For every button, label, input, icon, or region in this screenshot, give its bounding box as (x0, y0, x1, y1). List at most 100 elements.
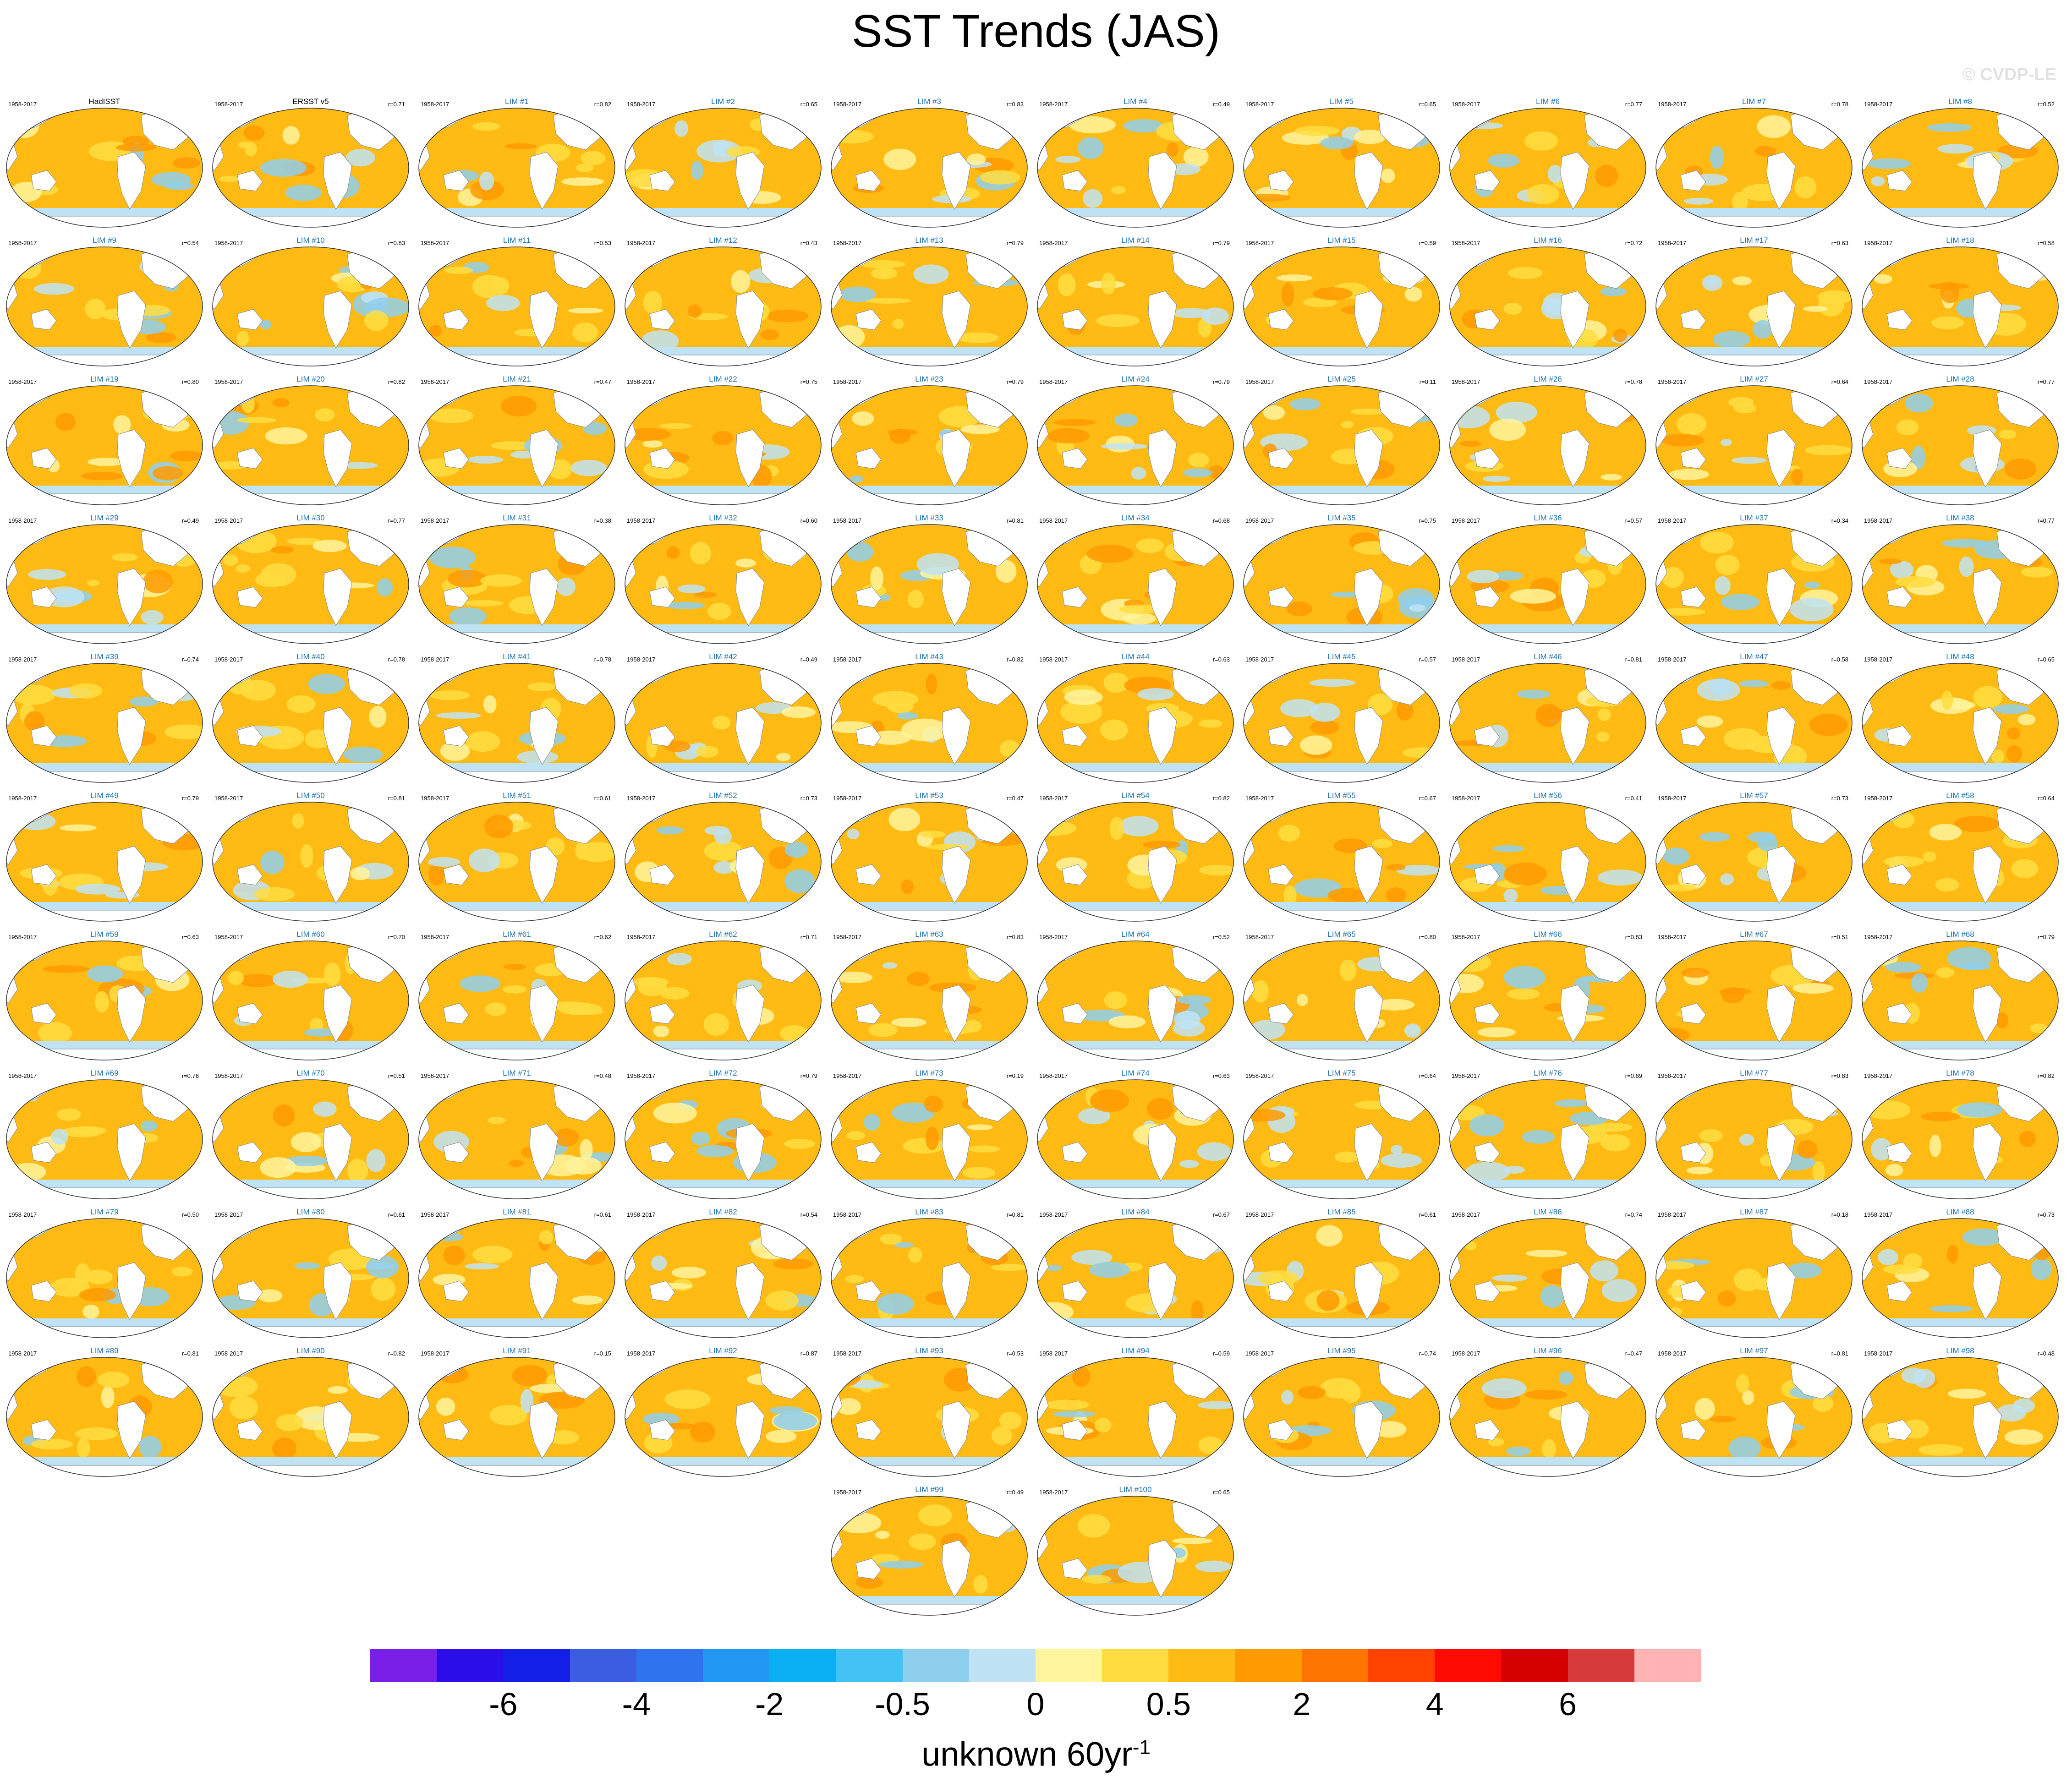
panel-correlation: r=0.81 (1625, 656, 1642, 663)
map-border (831, 663, 1028, 783)
trend-patch (967, 1145, 1001, 1153)
trend-patch (173, 157, 200, 169)
panel-title: LIM #31 (503, 514, 531, 522)
panel-title: LIM #29 (90, 514, 119, 522)
panel-title: LIM #86 (1534, 1208, 1562, 1216)
panel-period: 1958-2017 (1864, 1072, 1893, 1079)
trend-patch (1817, 290, 1852, 305)
trend-patch (369, 706, 387, 728)
trend-patch (215, 1375, 258, 1398)
trend-patch (69, 683, 103, 699)
land-mask (237, 1280, 263, 1302)
panel-period: 1958-2017 (214, 1072, 243, 1079)
land-mask (735, 707, 765, 765)
land-mask (1354, 429, 1383, 488)
map-border (1655, 524, 1853, 644)
map-plot (1655, 663, 1853, 783)
trend-patch (1183, 147, 1209, 167)
trend-patch (1166, 142, 1179, 157)
map-panel: 1958-2017 ERSST v5 r=0.71 (210, 96, 411, 229)
trend-patch (366, 1255, 399, 1279)
map-border (625, 1079, 822, 1199)
map-panel: 1958-2017 LIM #21 r=0.47 (416, 374, 618, 507)
map-border (1243, 1357, 1440, 1477)
panel-correlation: r=0.47 (594, 378, 611, 385)
panel-correlation: r=0.79 (800, 1072, 817, 1079)
land-mask (323, 707, 352, 765)
panel-period: 1958-2017 (1039, 101, 1068, 108)
land-mask (1148, 846, 1177, 904)
trend-patch (580, 1139, 593, 1160)
trend-patch (1803, 306, 1828, 312)
map-plot (1037, 385, 1234, 505)
panel-period: 1958-2017 (833, 1211, 862, 1218)
trend-patch (1600, 287, 1627, 296)
map-border (1243, 802, 1440, 922)
southern-ocean-band (1037, 902, 1233, 910)
trend-patch (436, 712, 481, 719)
land-mask (237, 309, 263, 330)
map-plot (1449, 385, 1646, 505)
land-mask (1973, 1401, 2002, 1459)
panel-correlation: r=0.82 (2037, 1072, 2055, 1079)
map-plot (831, 940, 1028, 1060)
map-border (6, 940, 203, 1060)
map-plot (1862, 1357, 2059, 1477)
trend-patch (480, 574, 522, 587)
land-mask (31, 170, 57, 191)
trend-patch (1954, 816, 2000, 832)
land-mask (1886, 864, 1913, 886)
colorbar-ticks: -6 -4 -2 -0.5 0 0.5 2 4 6 (0, 1686, 2072, 1727)
land-mask (649, 1142, 675, 1163)
panel-period: 1958-2017 (1245, 240, 1274, 246)
land-mask (1474, 1280, 1500, 1302)
land-mask (31, 1003, 57, 1024)
panel-period: 1958-2017 (1658, 1350, 1687, 1357)
map-border (212, 524, 409, 644)
trend-patch (1721, 594, 1760, 610)
panel-period: 1958-2017 (627, 656, 656, 663)
map-panel: 1958-2017 LIM #5 r=0.65 (1241, 96, 1442, 229)
southern-ocean-band (1862, 1041, 2058, 1049)
map-plot (1449, 940, 1646, 1060)
map-panel: 1958-2017 LIM #65 r=0.80 (1241, 929, 1442, 1062)
map-plot (1655, 802, 1853, 922)
map-plot (6, 385, 203, 505)
colorbar-segment (503, 1649, 570, 1682)
map-border (1449, 1218, 1646, 1338)
trend-patch (1334, 1151, 1359, 1163)
panel-correlation: r=0.83 (1006, 934, 1024, 940)
map-border (625, 1357, 822, 1477)
trend-patch (1507, 267, 1543, 279)
map-plot (418, 108, 615, 228)
trend-patch (1503, 966, 1546, 989)
trend-patch (1710, 146, 1724, 169)
panel-correlation: r=0.65 (800, 101, 817, 108)
land-mask (31, 1280, 57, 1302)
trend-patch (1935, 878, 1959, 892)
trend-patch (926, 844, 969, 850)
trend-patch (9, 1163, 46, 1181)
trend-patch (1263, 405, 1285, 420)
trend-patch (1123, 612, 1156, 625)
trend-patch (1191, 1300, 1204, 1324)
map-border (831, 108, 1028, 228)
trend-patch (50, 1129, 69, 1145)
trend-patch (846, 1131, 866, 1140)
trend-patch (1613, 328, 1628, 342)
panel-correlation: r=0.65 (2037, 656, 2055, 663)
land-mask (942, 1123, 971, 1182)
trend-patch (1257, 1270, 1299, 1286)
trend-patch (980, 170, 1021, 185)
land-mask (1973, 290, 2002, 349)
southern-ocean-band (1037, 1318, 1233, 1327)
trend-patch (1804, 581, 1820, 589)
land-mask (443, 170, 469, 191)
panel-correlation: r=0.49 (181, 517, 199, 524)
panel-period: 1958-2017 (627, 1350, 656, 1357)
trend-patch (228, 971, 244, 985)
southern-ocean-band (831, 1318, 1027, 1327)
trend-patch (1885, 1164, 1903, 1176)
trend-patch (1937, 144, 1974, 154)
map-plot (1655, 108, 1853, 228)
